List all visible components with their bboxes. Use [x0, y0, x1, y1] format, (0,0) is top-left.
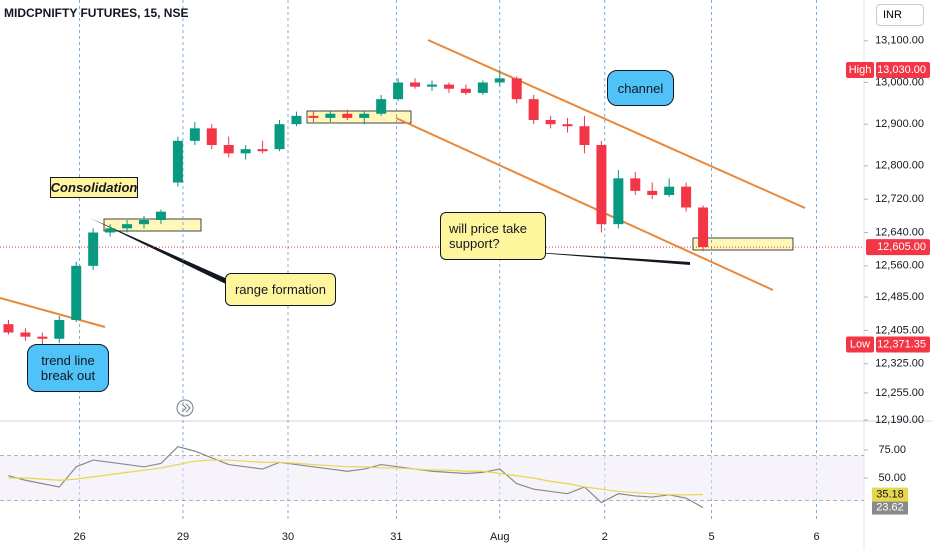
marker-name: High — [849, 64, 872, 76]
candle-body — [664, 186, 675, 195]
candle-body — [308, 115, 319, 118]
channel-line — [395, 117, 774, 291]
marker-value-box — [876, 336, 930, 353]
x-tick-label: 30 — [282, 531, 294, 543]
rsi-line — [8, 459, 704, 496]
candle-body — [443, 84, 454, 89]
x-tick-label: 31 — [390, 531, 402, 543]
candle-body — [579, 126, 590, 145]
x-tick-label: Aug — [490, 531, 510, 543]
candle-body — [494, 78, 505, 83]
candle-body — [37, 336, 48, 339]
annotation: will price take support? — [440, 212, 546, 260]
candle-body — [596, 145, 607, 225]
annotation: channel — [607, 70, 674, 106]
candle-body — [122, 224, 133, 229]
y-tick-label: 12,640.00 — [875, 226, 924, 238]
candle-body — [698, 207, 709, 248]
y-tick-label: 13,000.00 — [875, 76, 924, 88]
x-tick-label: 29 — [177, 531, 189, 543]
rsi-band — [0, 455, 864, 501]
candle-body — [511, 78, 522, 100]
y-tick-label: 12,405.00 — [875, 324, 924, 336]
candle-body — [71, 265, 82, 320]
candle-body — [630, 178, 641, 191]
last-price-label: 12,605.00 — [877, 241, 926, 253]
candle-body — [206, 128, 217, 145]
y-tick-label: 12,720.00 — [875, 193, 924, 205]
marker-value-box — [876, 62, 930, 78]
candle-body — [342, 113, 353, 118]
trend-line — [0, 297, 106, 328]
candle-body — [155, 211, 166, 220]
candle-body — [545, 120, 556, 125]
y-tick-label: 12,190.00 — [875, 414, 924, 426]
annotation: range formation — [225, 273, 336, 306]
y-tick-label: 12,900.00 — [875, 118, 924, 130]
candle-body — [427, 84, 437, 87]
candle-body — [189, 128, 200, 141]
candle-body — [88, 232, 99, 266]
candle-body — [240, 149, 251, 154]
candle-body — [223, 145, 234, 154]
y-tick-label: 12,485.00 — [875, 291, 924, 303]
x-tick-label: 2 — [602, 531, 608, 543]
candle-body — [257, 149, 268, 152]
y-tick-label: 12,325.00 — [875, 358, 924, 370]
replay-icon[interactable] — [176, 399, 194, 417]
y-tick-label: 12,255.00 — [875, 387, 924, 399]
candle-body — [681, 186, 692, 208]
candle-body — [359, 113, 370, 118]
candle-body — [562, 124, 573, 127]
candle-body — [528, 99, 539, 120]
x-tick-label: 6 — [814, 531, 820, 543]
channel-line — [427, 39, 806, 209]
marker-value: 13,030.00 — [877, 64, 926, 76]
candle-body — [3, 324, 14, 333]
candle-body — [460, 88, 471, 93]
candle-body — [139, 220, 149, 225]
candle-body — [613, 178, 624, 225]
rsi-line — [8, 445, 704, 509]
y-tick-label: 75.00 — [878, 444, 906, 456]
candle-body — [477, 82, 488, 93]
candle-body — [647, 190, 658, 195]
rsi-value-box — [872, 487, 908, 502]
rsi-value-label: 35.18 — [876, 489, 904, 501]
marker-name-box — [846, 62, 874, 78]
y-tick-label: 12,560.00 — [875, 260, 924, 272]
annotation: Consolidation — [50, 177, 138, 198]
rsi-value-box — [872, 500, 908, 515]
candle-body — [376, 99, 387, 114]
marker-name: Low — [850, 338, 870, 350]
candle-body — [105, 228, 116, 233]
x-tick-label: 26 — [73, 531, 85, 543]
candle-body — [172, 140, 183, 183]
candle-body — [20, 332, 31, 337]
marker-value: 12,371.35 — [877, 338, 926, 350]
last-price-box — [866, 239, 930, 256]
zone-box — [103, 218, 202, 232]
callout-pointer — [500, 250, 690, 265]
y-tick-label: 12,800.00 — [875, 160, 924, 172]
rsi-value-label: 23.62 — [876, 501, 904, 513]
annotation: trend line break out — [27, 344, 109, 392]
candle-body — [325, 113, 336, 118]
y-tick-label: 13,100.00 — [875, 35, 924, 47]
callout-pointer — [90, 218, 232, 287]
currency-button[interactable]: INR — [876, 4, 924, 26]
candle-body — [274, 124, 285, 150]
candle-body — [393, 82, 404, 100]
symbol-title: MIDCPNIFTY FUTURES, 15, NSE — [4, 6, 189, 20]
y-tick-label: 50.00 — [878, 472, 906, 484]
candle-body — [410, 82, 421, 87]
candle-body — [54, 320, 65, 339]
zone-box — [306, 110, 412, 124]
marker-name-box — [846, 336, 874, 353]
x-tick-label: 5 — [708, 531, 714, 543]
candle-body — [291, 115, 302, 125]
